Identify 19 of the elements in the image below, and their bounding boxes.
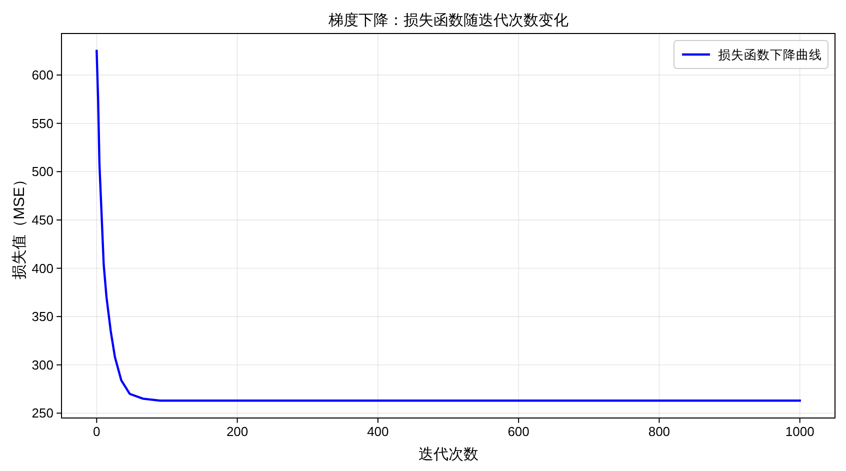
legend: 损失函数下降曲线 — [674, 40, 828, 69]
x-tick-label: 400 — [367, 424, 389, 439]
y-tick-label: 250 — [32, 406, 54, 421]
y-tick-label: 500 — [32, 164, 54, 180]
x-tick-label: 600 — [508, 424, 530, 439]
x-axis-title: 迭代次数 — [418, 446, 478, 463]
x-tick-label: 800 — [648, 424, 670, 439]
y-tick-label: 350 — [32, 309, 54, 324]
y-tick-label: 400 — [32, 260, 54, 276]
y-tick-label: 450 — [32, 212, 54, 228]
y-tick-label: 300 — [32, 357, 54, 372]
chart-title: 梯度下降：损失函数随迭代次数变化 — [327, 12, 568, 29]
x-tick-label: 1000 — [785, 424, 814, 439]
legend-label: 损失函数下降曲线 — [718, 48, 822, 62]
y-tick-label: 550 — [32, 116, 54, 131]
y-tick-label: 600 — [32, 68, 54, 83]
x-tick-label: 0 — [93, 424, 100, 439]
y-axis-title: 损失值（MSE） — [11, 172, 28, 280]
x-tick-label: 200 — [226, 424, 248, 439]
